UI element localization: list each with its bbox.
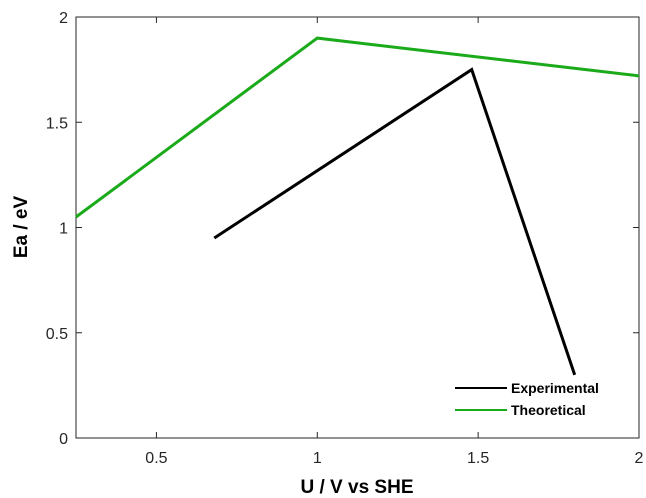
- y-tick-label: 1: [59, 221, 68, 238]
- y-tick-label: 1.5: [46, 115, 68, 132]
- plot-frame: [75, 16, 640, 439]
- y-tick-label: 0.5: [46, 326, 68, 343]
- x-tick-label: 2: [635, 450, 644, 467]
- legend-label: Theoretical: [511, 402, 586, 418]
- y-axis-title: Ea / eV: [11, 196, 32, 259]
- y-tick-label: 0: [59, 431, 68, 448]
- x-tick-label: 1.5: [467, 450, 489, 467]
- legend: Experimental Theoretical: [455, 380, 599, 418]
- x-axis-title: U / V vs SHE: [301, 477, 414, 498]
- x-axis-ticks: 0.5 1 1.5 2: [145, 17, 644, 467]
- plot-border: [75, 16, 640, 439]
- series-lines: [75, 36, 640, 376]
- y-axis-ticks: 0 0.5 1 1.5 2: [46, 10, 639, 448]
- x-tick-label: 1: [313, 450, 322, 467]
- series-line-experimental: [213, 67, 577, 376]
- x-tick-label: 0.5: [145, 450, 167, 467]
- legend-label: Experimental: [511, 380, 599, 396]
- series-line-theoretical: [75, 36, 640, 219]
- y-tick-label: 2: [59, 10, 68, 27]
